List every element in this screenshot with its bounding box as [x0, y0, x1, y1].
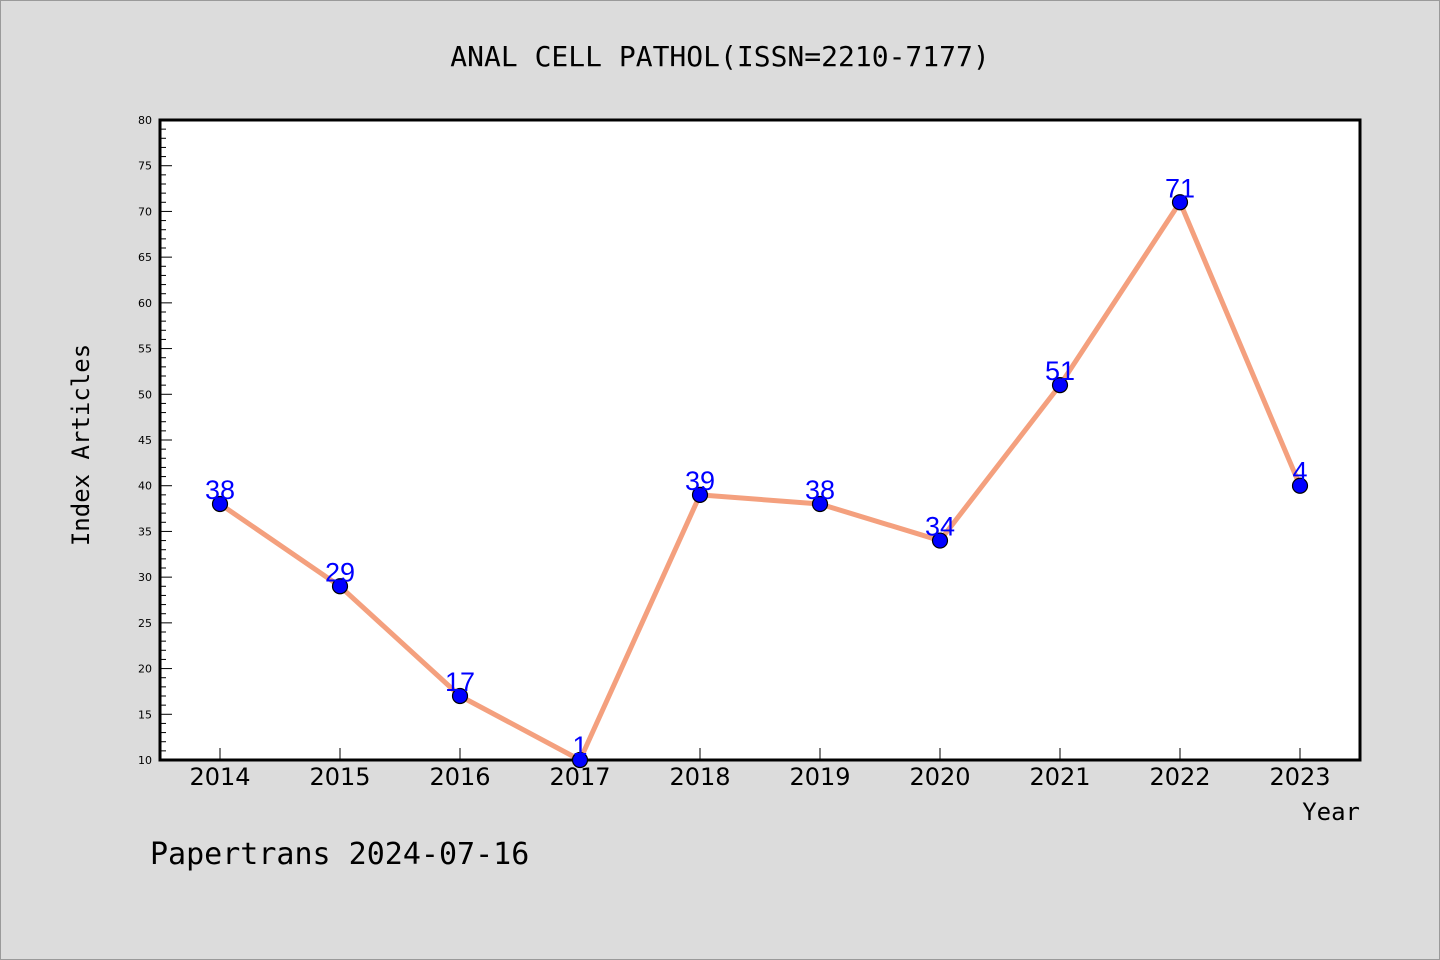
x-tick-label: 2015	[309, 763, 370, 791]
y-tick-label: 35	[138, 525, 152, 538]
y-tick-label: 45	[138, 434, 152, 447]
y-tick-label: 30	[138, 571, 152, 584]
data-point	[1171, 194, 1189, 211]
y-tick-label: 60	[138, 297, 152, 310]
x-axis-label: Year	[1302, 798, 1360, 826]
x-tick-label: 2019	[789, 763, 850, 791]
data-point	[1291, 477, 1309, 494]
data-point	[691, 486, 709, 503]
x-tick-label: 2020	[909, 763, 970, 791]
x-tick-label: 2023	[1269, 763, 1330, 791]
data-label: 17	[445, 667, 475, 697]
y-axis: 10 15 20 25 30 35 40 45 50 55 60 65 70 75 80	[138, 114, 172, 767]
data-label: 4	[1292, 457, 1307, 487]
y-axis-label: Index Articles	[67, 344, 95, 546]
chart-title: ANAL CELL PATHOL(ISSN=2210-7177)	[450, 40, 989, 73]
data-label: 1	[572, 731, 587, 761]
x-tick-label: 2022	[1149, 763, 1210, 791]
data-label: 51	[1045, 356, 1075, 386]
data-label: 71	[1165, 173, 1195, 203]
x-axis: 2014 2015 2016 2017 2018 2019 2020 2021 2022 2023	[189, 748, 1331, 791]
data-label: 34	[925, 512, 955, 542]
data-point	[451, 687, 469, 705]
y-tick-label: 40	[138, 480, 152, 493]
y-tick-label: 55	[138, 343, 152, 356]
data-point	[571, 751, 589, 769]
data-point	[331, 578, 349, 595]
series-line-group	[217, 199, 1303, 763]
data-point	[211, 495, 229, 513]
data-point	[811, 495, 829, 513]
series-line	[217, 199, 1303, 763]
x-tick-label: 2016	[429, 763, 490, 791]
y-tick-label: 10	[138, 754, 152, 767]
y-tick-label: 25	[138, 617, 152, 630]
x-tick-label: 2014	[189, 763, 250, 791]
footer-text: Papertrans 2024-07-16	[150, 837, 529, 872]
y-tick-label: 50	[138, 388, 152, 401]
data-markers	[211, 194, 1309, 769]
data-label: 38	[805, 475, 835, 505]
data-labels: 38 29 17 1 39 38 34 51 71 4	[205, 173, 1308, 761]
data-label: 39	[685, 466, 715, 496]
x-tick-label: 2018	[669, 763, 730, 791]
data-point	[1051, 377, 1069, 394]
y-tick-label: 15	[138, 708, 152, 721]
data-label: 38	[205, 475, 235, 505]
data-label: 29	[325, 557, 355, 587]
x-tick-label: 2021	[1029, 763, 1090, 791]
y-tick-label: 65	[138, 251, 152, 264]
plot-area	[158, 118, 1362, 762]
y-tick-label: 75	[138, 160, 152, 173]
y-tick-label: 70	[138, 205, 152, 218]
y-tick-label: 80	[138, 114, 152, 127]
data-point	[931, 532, 949, 549]
y-tick-label: 20	[138, 663, 152, 676]
